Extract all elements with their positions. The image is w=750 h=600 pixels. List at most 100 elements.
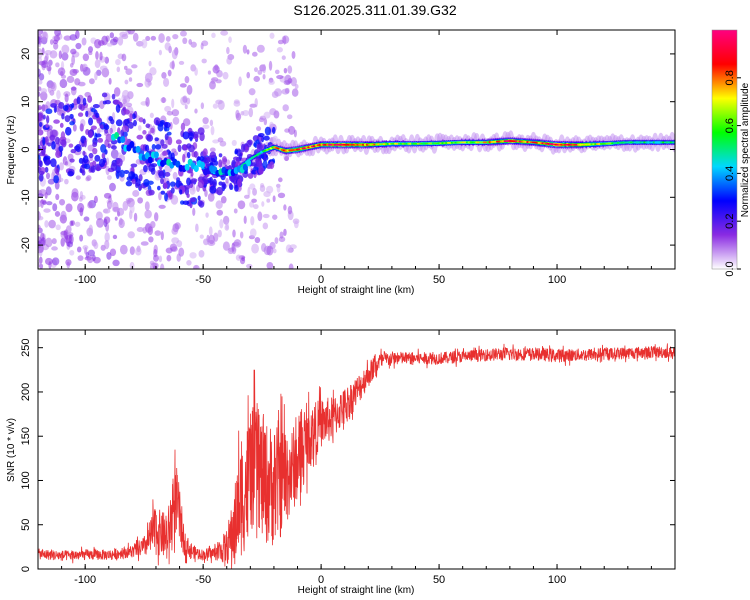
spectrogram-speckle [207, 70, 212, 75]
spectrogram-speckle [222, 71, 229, 80]
spectrogram-blob [71, 102, 75, 109]
spectrogram-speckle [248, 107, 254, 118]
spectrogram-speckle [174, 222, 181, 230]
spectrogram-blob [70, 149, 77, 154]
spectrogram-blob [144, 144, 150, 152]
spectrogram-speckle [137, 197, 144, 204]
spectrogram-blob [128, 121, 134, 129]
spectrogram-speckle [39, 61, 43, 66]
spectrogram-speckle [169, 61, 175, 69]
spectrogram-blob [197, 179, 205, 189]
spectrogram-speckle [76, 246, 82, 253]
spectrogram-blob [103, 124, 110, 130]
spectrogram-speckle [49, 39, 54, 45]
spectrogram-speckle [209, 80, 216, 90]
spectrogram-blob [119, 169, 125, 178]
spectrogram-ridge-blob [153, 151, 159, 159]
spectrogram-blob [158, 170, 165, 179]
spectrogram-blob [245, 146, 249, 151]
spectrogram-speckle [158, 192, 162, 201]
spectrogram-blob [197, 127, 205, 136]
spectrogram-speckle [217, 229, 222, 238]
spectrogram-ridge-blob [245, 159, 251, 167]
spectrogram-speckle [184, 76, 190, 84]
spectrogram-blob [241, 143, 245, 153]
spectrogram-speckle [253, 67, 258, 73]
spectrogram-speckle [158, 255, 163, 263]
spectrogram-speckle [129, 203, 135, 214]
spectrogram-speckle [132, 32, 139, 42]
spectrogram-speckle [215, 200, 223, 209]
spectrogram-speckle [242, 109, 250, 117]
spectrogram-speckle [283, 80, 291, 86]
spectrogram-blob [50, 158, 57, 168]
spectrogram-speckle [137, 125, 142, 131]
spectrogram-blob [42, 136, 46, 146]
spectrogram-speckle [251, 243, 259, 254]
spectrogram-speckle [266, 245, 274, 256]
spectrogram-speckle [282, 35, 287, 45]
spectrogram-speckle [263, 111, 271, 119]
spectrogram-blob [58, 102, 65, 109]
spectrogram-speckle [57, 67, 66, 76]
spectrogram-speckle [55, 224, 61, 231]
spectrogram-speckle [92, 256, 101, 264]
spectrogram-blob [271, 126, 276, 135]
spectrogram-speckle [171, 49, 178, 60]
spectrogram-blob [87, 95, 93, 103]
spectrogram-blob [55, 167, 60, 176]
spectrogram-speckle [145, 222, 151, 233]
spectrogram-speckle [243, 194, 250, 199]
y-tick-label: 0 [20, 566, 32, 572]
spectrogram-blob [179, 189, 183, 195]
spectrogram-speckle [56, 90, 61, 100]
spectrogram-blob [85, 110, 89, 117]
spectrogram-blob [125, 180, 133, 187]
spectrogram-speckle [294, 84, 299, 89]
spectrogram-blob [90, 125, 97, 130]
colorbar-tick-label: 0.0 [724, 261, 736, 276]
spectrogram-blob [88, 130, 93, 139]
spectrogram-speckle [178, 60, 185, 65]
spectrogram-blob [55, 136, 60, 145]
spectrogram-blob [202, 148, 208, 157]
spectrogram-speckle [158, 33, 165, 43]
spectrogram-blob [110, 139, 118, 145]
spectrogram-speckle [205, 212, 209, 218]
spectrogram-blob [38, 122, 43, 128]
spectrogram-speckle [131, 64, 138, 69]
colorbar-tick-label: 0.6 [724, 118, 736, 133]
spectrogram-speckle [93, 241, 99, 250]
spectrogram-blob [264, 126, 272, 136]
spectrogram-speckle [38, 73, 45, 81]
spectrogram-blob [180, 122, 186, 131]
spectrogram-blob [255, 139, 260, 144]
snr-x-axis-label: Height of straight line (km) [298, 585, 415, 596]
spectrogram-speckle [233, 239, 242, 248]
spectrogram-speckle [176, 253, 181, 262]
spectrogram-blob [115, 104, 121, 113]
spectrogram-speckle [86, 175, 92, 181]
spectrogram-speckle [200, 102, 205, 110]
spectrogram-blob [99, 124, 104, 130]
spectrogram-speckle [215, 79, 222, 84]
spectrogram-speckle [193, 265, 198, 269]
spectrogram-blob [147, 180, 154, 185]
spectrogram-speckle [212, 103, 219, 109]
spectrogram-speckle [286, 114, 293, 120]
spectrogram-speckle [82, 53, 90, 62]
spectrogram-speckle [257, 211, 263, 222]
y-tick-label: 250 [20, 339, 32, 357]
spectrogram-speckle [254, 237, 261, 244]
spectrogram-speckle [194, 67, 198, 76]
spectrogram-blob [51, 140, 56, 150]
spectrogram-speckle [207, 192, 215, 202]
spectrogram-speckle [202, 124, 210, 129]
spectrogram-speckle [103, 216, 111, 224]
spectrogram-blob [50, 103, 58, 108]
spectrogram-speckle [38, 36, 41, 45]
spectrogram-blob [211, 158, 216, 163]
spectrogram-blob [130, 163, 138, 168]
spectrogram-blob [209, 176, 214, 186]
spectrogram-blob [138, 117, 144, 123]
